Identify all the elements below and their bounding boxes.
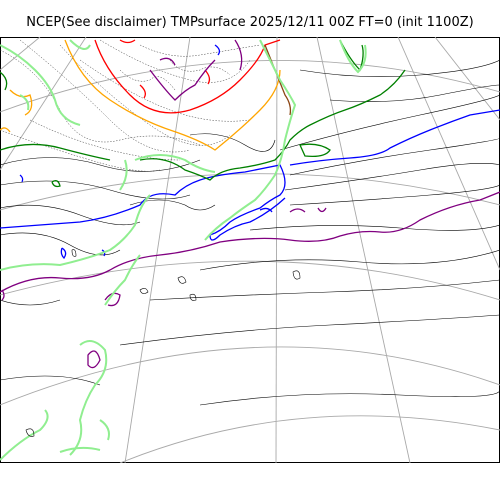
isotherm bbox=[19, 39, 191, 153]
blue-contours bbox=[0, 44, 500, 260]
contour-purple bbox=[159, 57, 176, 66]
meridian-line bbox=[397, 37, 500, 271]
isotherm bbox=[0, 180, 191, 200]
isotherm-loop bbox=[25, 428, 35, 437]
contour-light-green bbox=[69, 340, 108, 456]
contour-green bbox=[0, 143, 111, 161]
meridian-line bbox=[275, 37, 278, 463]
isotherm bbox=[139, 44, 261, 57]
contour-light-green bbox=[0, 409, 49, 461]
isotherm bbox=[169, 59, 231, 76]
isotherm bbox=[189, 133, 276, 152]
contour-light-green bbox=[99, 419, 110, 441]
temperature-map[interactable] bbox=[0, 37, 500, 463]
contour-blue bbox=[259, 207, 273, 213]
contour-purple bbox=[0, 191, 500, 293]
isotherm bbox=[0, 232, 121, 256]
contour-light-green bbox=[104, 254, 141, 306]
light-green-contours bbox=[0, 39, 367, 461]
parallel-line bbox=[0, 173, 500, 211]
contour-purple bbox=[317, 207, 327, 213]
isotherm bbox=[59, 44, 231, 146]
isotherm bbox=[289, 184, 500, 206]
isotherm-loop bbox=[189, 293, 197, 301]
small-isotherm-loops bbox=[25, 249, 301, 437]
contour-light-green bbox=[339, 39, 367, 74]
isotherm bbox=[119, 69, 176, 91]
black-isotherms bbox=[0, 59, 500, 406]
isotherm bbox=[329, 84, 500, 102]
red-contours bbox=[94, 39, 281, 114]
contour-green bbox=[299, 143, 331, 158]
map-border bbox=[0, 37, 500, 463]
parallel-line bbox=[0, 346, 500, 406]
contour-blue bbox=[214, 44, 221, 56]
isotherm bbox=[0, 375, 101, 386]
isotherm bbox=[149, 279, 500, 301]
contour-red bbox=[204, 69, 211, 85]
contour-light-green bbox=[0, 194, 151, 271]
contour-purple bbox=[1, 289, 5, 301]
isotherm bbox=[199, 389, 500, 406]
contour-blue bbox=[0, 164, 286, 241]
meridian-line bbox=[434, 37, 500, 121]
contour-purple bbox=[87, 350, 101, 369]
isotherm bbox=[99, 39, 251, 83]
contour-light-green bbox=[19, 94, 30, 111]
isotherm bbox=[0, 49, 201, 146]
contour-green bbox=[0, 71, 8, 91]
contour-green bbox=[51, 180, 61, 188]
map-title: NCEP(See disclaimer) TMPsurface 2025/12/… bbox=[26, 15, 474, 30]
contour-purple bbox=[104, 292, 121, 307]
isotherm bbox=[0, 299, 61, 306]
contour-purple bbox=[289, 208, 306, 213]
isotherm bbox=[129, 199, 216, 211]
isotherm bbox=[119, 314, 500, 346]
contour-blue bbox=[289, 109, 500, 166]
contour-blue bbox=[19, 174, 24, 183]
isotherm-loop bbox=[292, 270, 301, 280]
isotherm bbox=[284, 163, 500, 191]
meridian-line bbox=[0, 37, 41, 71]
isotherm bbox=[0, 204, 141, 226]
contour-light-green bbox=[204, 39, 297, 241]
contour-light-green bbox=[59, 446, 101, 453]
isotherm bbox=[299, 59, 500, 77]
isotherm bbox=[279, 94, 500, 151]
isotherm bbox=[79, 59, 251, 122]
contour-red bbox=[119, 39, 136, 44]
purple-contours bbox=[0, 39, 500, 369]
meridian-line bbox=[0, 37, 87, 171]
parallel-line bbox=[0, 59, 500, 113]
contour-orange bbox=[64, 39, 281, 151]
contour-light-green bbox=[119, 159, 128, 191]
orange-contours bbox=[0, 39, 281, 151]
isotherm bbox=[0, 157, 201, 172]
isotherm-loop bbox=[71, 249, 77, 257]
isotherm bbox=[199, 249, 500, 271]
contour-orange bbox=[9, 89, 33, 116]
contour-light-green bbox=[69, 39, 91, 50]
meridian-line bbox=[316, 37, 411, 463]
isotherm bbox=[289, 137, 500, 176]
contour-red bbox=[94, 39, 281, 114]
isotherm bbox=[249, 224, 500, 231]
contour-light-green bbox=[134, 154, 216, 173]
map-frame[interactable] bbox=[0, 37, 500, 463]
contour-purple bbox=[149, 59, 216, 101]
contour-orange bbox=[0, 127, 11, 133]
contour-red bbox=[139, 84, 146, 99]
parallel-line bbox=[119, 415, 500, 463]
contour-blue bbox=[60, 247, 67, 260]
contour-light-green bbox=[0, 44, 81, 126]
contour-purple bbox=[234, 39, 243, 71]
meridian-line bbox=[124, 37, 191, 463]
isotherm-loop bbox=[139, 288, 149, 294]
isotherm-loop bbox=[177, 276, 187, 284]
